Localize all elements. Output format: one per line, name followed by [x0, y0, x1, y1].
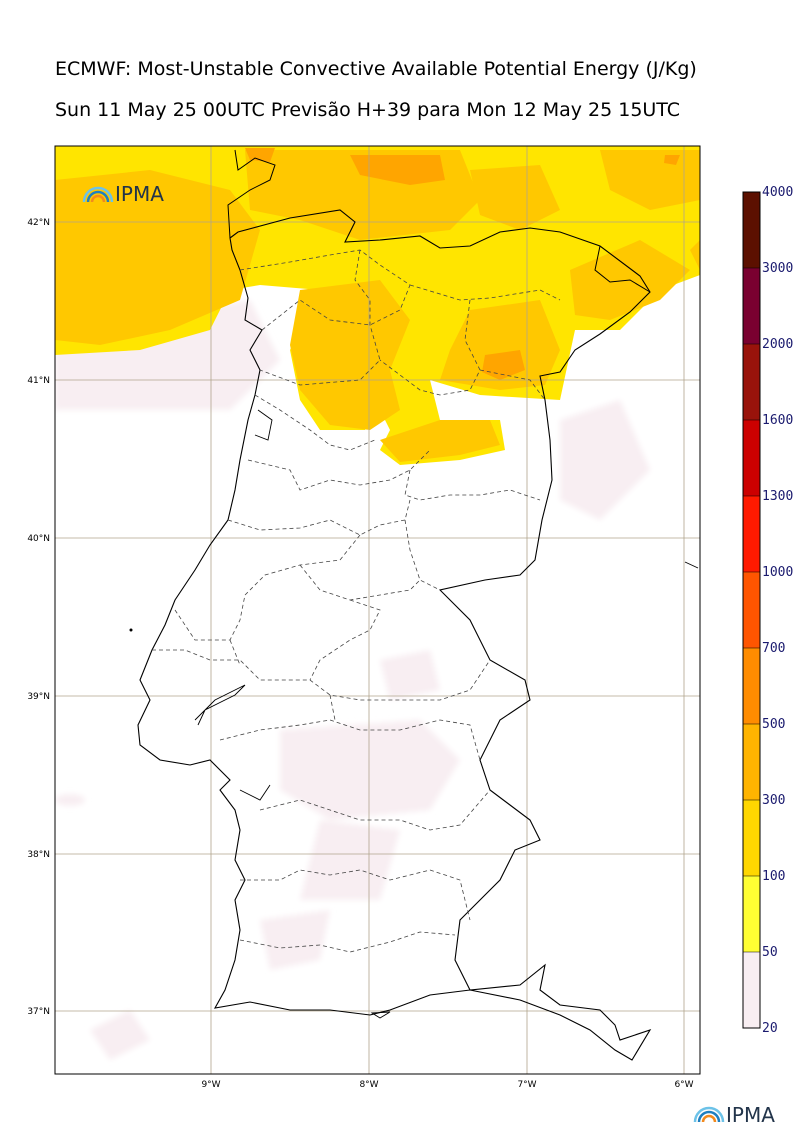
aveiro-lagoon	[254, 409, 273, 441]
ipma-arc-logo-icon	[693, 1106, 725, 1123]
colorbar-segment	[743, 724, 760, 800]
islet	[129, 628, 133, 632]
lat-label: 38°N	[27, 850, 50, 860]
colorbar-label: 1000	[762, 565, 793, 580]
colorbar-segment	[743, 648, 760, 724]
lat-label: 37°N	[27, 1007, 50, 1017]
colorbar: 20 50 100 300 500 700 1000 1300 1600 2000 3000 4000	[742, 185, 793, 1036]
district-boundaries	[152, 249, 561, 953]
map-title: ECMWF: Most-Unstable Convective Availabl…	[55, 58, 697, 80]
colorbar-segment	[743, 268, 760, 344]
colorbar-segment	[743, 344, 760, 420]
map-frame	[54, 145, 701, 1075]
colorbar-label: 4000	[762, 185, 793, 200]
graticule	[55, 146, 700, 1074]
colorbar-label: 700	[762, 641, 785, 656]
colorbar-label: 100	[762, 869, 785, 884]
ipma-logo-text: IPMA	[115, 182, 164, 206]
ipma-logo-map: IPMA	[82, 182, 164, 206]
map-subtitle: Sun 11 May 25 00UTC Previsão H+39 para M…	[55, 99, 681, 121]
ipma-arc-logo-icon	[82, 186, 114, 203]
colorbar-label: 2000	[762, 337, 793, 352]
portugal-outline	[137, 209, 652, 1061]
colorbar-label: 20	[762, 1021, 778, 1036]
colorbar-label: 3000	[762, 261, 793, 276]
colorbar-label: 1600	[762, 413, 793, 428]
lat-label: 42°N	[27, 218, 50, 228]
lon-label: 9°W	[201, 1080, 220, 1090]
lon-labels: 9°W 8°W 7°W 6°W	[201, 1080, 693, 1090]
colorbar-segment	[743, 800, 760, 876]
cape-low-areas	[55, 160, 700, 1060]
colorbar-label: 1300	[762, 489, 793, 504]
lat-label: 39°N	[27, 692, 50, 702]
ipma-logo-text: IPMA	[726, 1103, 775, 1127]
lat-label: 41°N	[27, 376, 50, 386]
colorbar-segment	[743, 572, 760, 648]
colorbar-label: 300	[762, 793, 785, 808]
colorbar-label: 500	[762, 717, 785, 732]
tagus-estuary	[194, 684, 246, 726]
border-segment	[594, 245, 651, 293]
lon-label: 6°W	[674, 1080, 693, 1090]
cape-300-500-areas	[245, 148, 680, 380]
colorbar-segment	[743, 192, 760, 268]
ria-formosa	[370, 1011, 391, 1019]
lat-label: 40°N	[27, 534, 50, 544]
colorbar-segment	[743, 876, 760, 952]
edge-coast	[684, 561, 699, 569]
lon-label: 7°W	[517, 1080, 536, 1090]
lat-labels: 42°N 41°N 40°N 39°N 38°N 37°N	[27, 218, 50, 1017]
colorbar-segment	[743, 420, 760, 496]
sado-estuary	[239, 784, 271, 801]
lon-label: 8°W	[359, 1080, 378, 1090]
colorbar-segment	[743, 496, 760, 572]
ipma-logo-footer: IPMA	[693, 1103, 775, 1127]
colorbar-segment	[743, 952, 760, 1028]
galicia-coast	[227, 149, 276, 239]
colorbar-label: 50	[762, 945, 778, 960]
map-panel	[55, 146, 700, 1074]
